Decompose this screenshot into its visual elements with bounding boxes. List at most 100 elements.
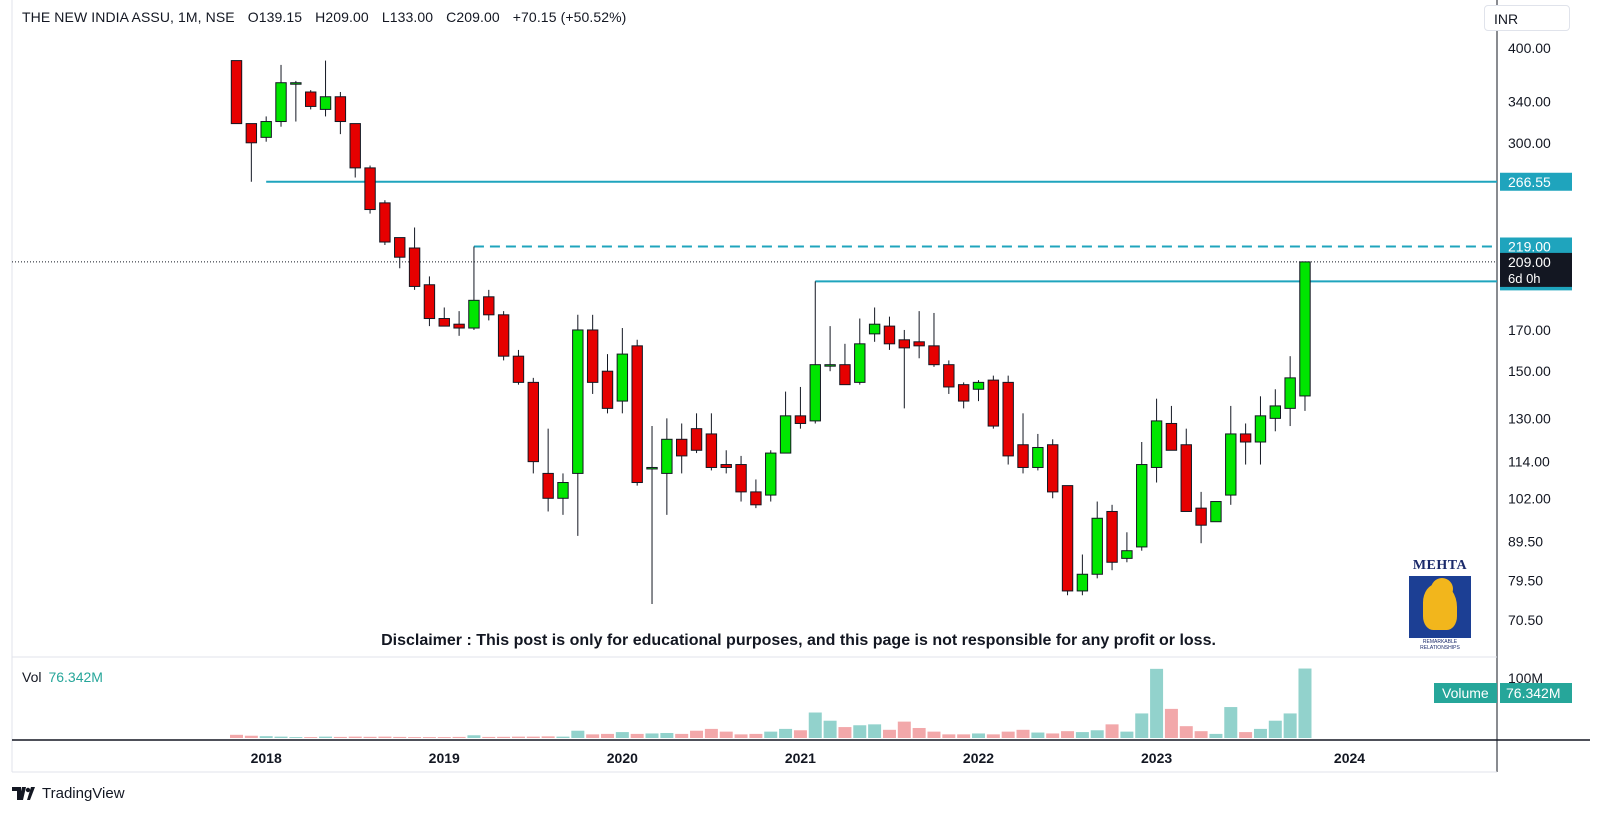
volume-bar bbox=[660, 732, 674, 738]
volume-bar bbox=[927, 731, 941, 738]
volume-bar bbox=[704, 728, 718, 738]
candle-body bbox=[394, 237, 406, 258]
volume-bar bbox=[1105, 724, 1119, 738]
candle-body bbox=[260, 121, 272, 138]
volume-bar bbox=[868, 724, 882, 738]
candle-body bbox=[631, 345, 643, 484]
volume-bar bbox=[1298, 668, 1312, 738]
candle-body bbox=[1165, 422, 1178, 451]
candle-body bbox=[512, 355, 525, 383]
time-axis[interactable]: 2018 2019 2020 2021 2022 2023 2024 bbox=[251, 750, 1366, 766]
volume-bar bbox=[1253, 728, 1267, 738]
time-tick-label: 2022 bbox=[963, 750, 994, 766]
volume-bar bbox=[690, 730, 704, 738]
candle-body bbox=[943, 364, 955, 388]
volume-bar bbox=[497, 736, 511, 738]
time-tick-label: 2024 bbox=[1334, 750, 1365, 766]
candle-body bbox=[1032, 446, 1044, 468]
candle-body bbox=[750, 491, 762, 506]
currency-selector[interactable]: INR bbox=[1484, 5, 1570, 31]
volume-bar bbox=[764, 731, 778, 738]
candle-body bbox=[275, 82, 287, 123]
volume-bar bbox=[1031, 732, 1045, 738]
candle-body bbox=[735, 464, 747, 493]
volume-bar bbox=[452, 736, 466, 738]
candle-body bbox=[1136, 464, 1148, 548]
candle-body bbox=[557, 482, 569, 499]
candle-body bbox=[928, 345, 940, 366]
price-tag-219-bg bbox=[1500, 237, 1572, 256]
price-tag-219: 219.00 bbox=[1508, 239, 1551, 255]
candle-body bbox=[661, 438, 673, 474]
candle-body bbox=[319, 96, 332, 110]
candle-body bbox=[646, 466, 658, 470]
volume-axis-tag: 76.342M bbox=[1506, 685, 1560, 701]
volume-bar bbox=[957, 734, 971, 738]
volume-bar bbox=[393, 736, 407, 738]
volume-bar bbox=[333, 736, 347, 738]
candle-body bbox=[1195, 507, 1207, 526]
price-tag-266: 266.55 bbox=[1508, 174, 1551, 190]
candle-body bbox=[468, 299, 480, 329]
candle-body bbox=[1106, 510, 1118, 563]
price-tag-266-bg bbox=[1500, 172, 1572, 191]
candle-body bbox=[438, 318, 450, 327]
volume-bar bbox=[1239, 732, 1253, 738]
candle-body bbox=[334, 96, 347, 123]
candle-body bbox=[364, 167, 376, 211]
candle-body bbox=[824, 364, 836, 367]
volume-bar bbox=[259, 736, 273, 738]
volume-bar bbox=[511, 736, 525, 738]
volume-bar bbox=[882, 729, 896, 738]
volume-bar bbox=[1135, 713, 1149, 738]
volume-bar bbox=[853, 725, 867, 738]
volume-bar bbox=[363, 736, 377, 738]
candle-body bbox=[379, 202, 391, 243]
volume-axis-label: 100M bbox=[1508, 670, 1543, 686]
volume-bar bbox=[942, 734, 956, 738]
volume-bar bbox=[1268, 720, 1282, 738]
volume-bar bbox=[1164, 708, 1178, 738]
candle-body bbox=[1284, 377, 1296, 409]
candle-body bbox=[1121, 550, 1133, 559]
candle-body bbox=[586, 329, 599, 383]
candle-body bbox=[601, 370, 614, 409]
candle-body bbox=[497, 314, 510, 357]
candle-body bbox=[616, 353, 629, 402]
volume-bar bbox=[823, 720, 837, 738]
volume-bar bbox=[645, 733, 659, 738]
volume-bar bbox=[348, 736, 362, 738]
volume-bar bbox=[408, 737, 422, 738]
volume-bar bbox=[986, 734, 1000, 738]
volume-bar bbox=[571, 730, 585, 738]
volume-bar bbox=[1090, 730, 1104, 738]
candle-body bbox=[453, 323, 465, 329]
tradingview-brand[interactable]: TradingView bbox=[12, 785, 125, 802]
candle-body bbox=[809, 364, 821, 422]
volume-bar bbox=[897, 721, 911, 738]
candle-body bbox=[245, 123, 258, 144]
volume-axis-tag-bg bbox=[1500, 683, 1572, 703]
logo-tagline: REMARKABLE RELATIONSHIPS bbox=[1420, 639, 1460, 651]
price-tick-label: 70.50 bbox=[1508, 612, 1543, 628]
candle-body bbox=[972, 381, 985, 390]
candle-body bbox=[839, 364, 851, 386]
volume-bar bbox=[289, 737, 303, 738]
candle-body bbox=[349, 123, 361, 169]
ohlc-close: C209.00 bbox=[446, 9, 500, 25]
volume-bar bbox=[838, 727, 852, 738]
candles bbox=[230, 60, 1311, 605]
volume-tag: Volume bbox=[1434, 683, 1497, 703]
volume-bar bbox=[319, 736, 333, 738]
volume-bar bbox=[1120, 731, 1134, 738]
volume-bar bbox=[556, 736, 570, 738]
candle-body bbox=[1254, 415, 1267, 443]
price-tick-label: 150.00 bbox=[1508, 363, 1551, 379]
time-tick-label: 2019 bbox=[429, 750, 460, 766]
candle-body bbox=[705, 433, 718, 468]
volume-bar bbox=[719, 731, 733, 738]
symbol-title[interactable]: THE NEW INDIA ASSU, 1M, NSE bbox=[22, 9, 235, 25]
ohlc-high: H209.00 bbox=[315, 9, 369, 25]
price-axis[interactable]: 400.00 340.00 300.00 170.00 150.00 130.00 114.… bbox=[1508, 40, 1551, 686]
